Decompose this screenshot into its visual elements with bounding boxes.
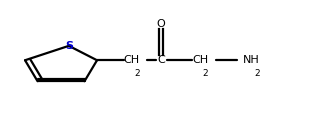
Text: 2: 2 (134, 69, 140, 78)
Text: C: C (157, 55, 165, 65)
Text: O: O (157, 19, 166, 29)
Text: NH: NH (243, 55, 259, 65)
Text: S: S (65, 41, 73, 51)
Text: 2: 2 (254, 69, 260, 78)
Text: 2: 2 (203, 69, 208, 78)
Text: CH: CH (124, 55, 140, 65)
Text: CH: CH (192, 55, 209, 65)
